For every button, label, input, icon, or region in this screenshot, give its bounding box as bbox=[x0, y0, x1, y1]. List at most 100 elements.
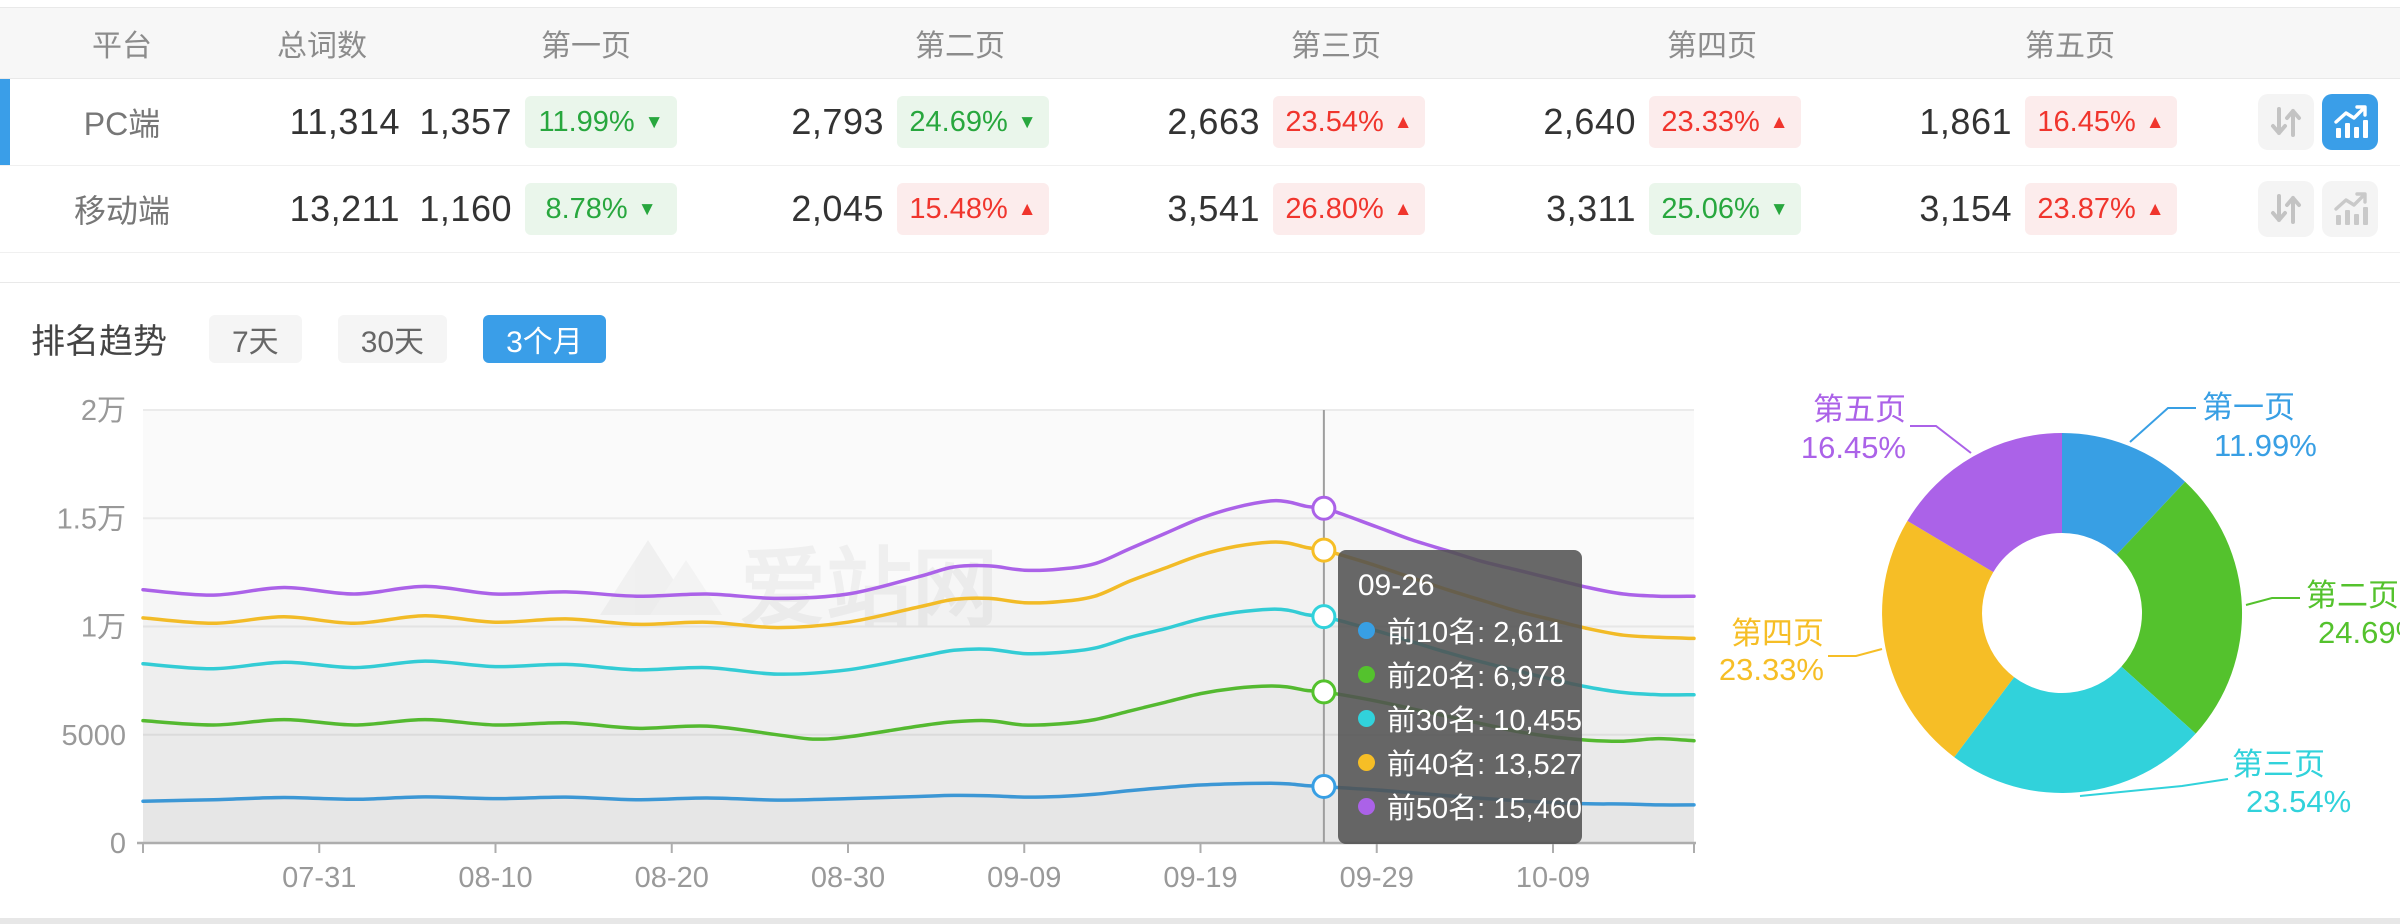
rank-table: 平台 总词数 第一页 第二页 第三页 第四页 第五页 PC端 11,314 1,3… bbox=[0, 7, 2400, 253]
page-count: 2,663 bbox=[1167, 101, 1260, 142]
y-axis-label: 1万 bbox=[81, 612, 126, 644]
page-bottom-edge bbox=[0, 918, 2400, 924]
col-header-page-5: 第五页 bbox=[2025, 30, 2115, 63]
table-row-pc[interactable]: PC端 11,314 1,357 11.99% ▼ 2,793 24.69% ▼ … bbox=[0, 79, 2400, 166]
trend-chart-icon bbox=[2334, 105, 2368, 138]
trend-chart-icon bbox=[2334, 192, 2368, 225]
change-badge: 16.45% ▲ bbox=[2025, 96, 2177, 148]
row-actions bbox=[2240, 181, 2400, 237]
trend-toolbar: 排名趋势 7天 30天 3个月 bbox=[31, 314, 642, 363]
page-count: 2,640 bbox=[1543, 101, 1636, 142]
page-3-cell: 2,663 23.54% ▲ bbox=[1148, 96, 1524, 148]
total-count: 11,314 bbox=[289, 101, 400, 142]
crosshair-marker bbox=[1311, 495, 1337, 521]
col-header-page-2: 第二页 bbox=[915, 30, 1005, 63]
page-count: 3,311 bbox=[1546, 188, 1636, 229]
tooltip-value: 前10名: 2,611 bbox=[1386, 617, 1564, 649]
sort-icon bbox=[2271, 107, 2301, 137]
donut-label-name: 第四页 bbox=[1731, 616, 1824, 651]
x-axis-label: 08-10 bbox=[458, 862, 532, 894]
page-count: 3,541 bbox=[1167, 188, 1260, 229]
donut-label-name: 第二页 bbox=[2306, 578, 2399, 613]
arrow-down-icon: ▼ bbox=[644, 111, 664, 133]
tooltip-value: 前50名: 15,460 bbox=[1386, 793, 1582, 825]
col-header-page-4: 第四页 bbox=[1667, 30, 1757, 63]
change-pct: 25.06% bbox=[1661, 192, 1760, 225]
x-axis-label: 10-09 bbox=[1516, 862, 1590, 894]
trend-chart-button[interactable] bbox=[2322, 181, 2378, 237]
tooltip-value: 前20名: 6,978 bbox=[1386, 661, 1566, 693]
arrow-up-icon: ▲ bbox=[2145, 111, 2165, 133]
trend-tab-0[interactable]: 7天 bbox=[209, 314, 302, 363]
tooltip-date: 09-26 bbox=[1357, 569, 1435, 602]
total-count-cell: 11,314 bbox=[244, 101, 400, 143]
total-count: 13,211 bbox=[289, 188, 400, 229]
trend-chart-button[interactable] bbox=[2322, 94, 2378, 150]
table-header-row: 平台 总词数 第一页 第二页 第三页 第四页 第五页 bbox=[0, 7, 2400, 79]
chart-tooltip: 09-26 前10名: 2,611 前20名: 6,978 前30名: 10,4… bbox=[1337, 550, 1582, 844]
x-axis-label: 09-29 bbox=[1340, 862, 1414, 894]
donut-slice-第四页[interactable] bbox=[1882, 520, 2015, 758]
change-pct: 23.54% bbox=[1285, 105, 1384, 138]
change-badge: 23.54% ▲ bbox=[1273, 96, 1425, 148]
donut-slice-第一页[interactable] bbox=[2062, 433, 2186, 555]
active-row-indicator bbox=[0, 79, 10, 165]
trend-tab-1[interactable]: 30天 bbox=[337, 314, 448, 363]
rank-trend-line-chart[interactable]: 爱站网 0 5000 1万 1.5万 2万 07-31 08-10 08-20 08-30 09-0… bbox=[0, 380, 1760, 924]
change-badge: 8.78% ▼ bbox=[525, 183, 677, 235]
change-pct: 23.33% bbox=[1661, 105, 1760, 138]
donut-slice-第二页[interactable] bbox=[2116, 481, 2243, 734]
page-count: 1,861 bbox=[1919, 101, 2012, 142]
platform-cell: PC端 bbox=[83, 106, 161, 142]
donut-slice-第五页[interactable] bbox=[1907, 433, 2062, 573]
crosshair-marker bbox=[1311, 604, 1337, 630]
x-axis-label: 09-09 bbox=[987, 862, 1061, 894]
tooltip-value: 前30名: 10,455 bbox=[1386, 705, 1582, 737]
donut-label-pct: 23.54% bbox=[2246, 784, 2351, 819]
tooltip-item: 前30名: 10,455 bbox=[1357, 696, 1582, 740]
x-axis-label: 08-20 bbox=[635, 862, 709, 894]
x-axis-label: 08-30 bbox=[811, 862, 885, 894]
page-1-cell: 1,357 11.99% ▼ bbox=[400, 96, 772, 148]
page-3-cell: 3,541 26.80% ▲ bbox=[1148, 183, 1524, 235]
row-actions bbox=[2240, 94, 2400, 150]
change-pct: 23.87% bbox=[2037, 192, 2136, 225]
tooltip-item: 前20名: 6,978 bbox=[1357, 652, 1566, 696]
donut-label-name: 第三页 bbox=[2232, 747, 2325, 782]
page-2-cell: 2,793 24.69% ▼ bbox=[772, 96, 1148, 148]
sort-button[interactable] bbox=[2258, 181, 2314, 237]
page-4-cell: 3,311 25.06% ▼ bbox=[1524, 183, 1900, 235]
change-pct: 16.45% bbox=[2037, 105, 2136, 138]
trend-tab-2[interactable]: 3个月 bbox=[483, 314, 606, 363]
donut-label-pct: 11.99% bbox=[2214, 428, 2317, 463]
y-axis-label: 5000 bbox=[61, 720, 126, 752]
col-header-page-3: 第三页 bbox=[1291, 30, 1381, 63]
change-pct: 8.78% bbox=[545, 192, 628, 225]
y-axis-label: 1.5万 bbox=[57, 503, 126, 535]
donut-leader-line bbox=[2129, 407, 2196, 443]
sort-button[interactable] bbox=[2258, 94, 2314, 150]
platform-cell: 移动端 bbox=[73, 193, 170, 229]
sort-icon bbox=[2271, 194, 2301, 224]
series-dot-icon bbox=[1357, 797, 1375, 815]
donut-label-pct: 23.33% bbox=[1719, 652, 1824, 687]
change-badge: 24.69% ▼ bbox=[897, 96, 1049, 148]
table-row-mobile[interactable]: 移动端 13,211 1,160 8.78% ▼ 2,045 15.48% ▲ 3… bbox=[0, 166, 2400, 253]
crosshair-marker bbox=[1311, 537, 1337, 563]
tooltip-value: 前40名: 13,527 bbox=[1386, 749, 1582, 781]
page-count: 1,357 bbox=[419, 101, 512, 142]
series-dot-icon bbox=[1357, 753, 1375, 771]
crosshair-marker bbox=[1311, 773, 1337, 799]
donut-leader-line bbox=[1910, 425, 1972, 454]
arrow-up-icon: ▲ bbox=[1393, 198, 1413, 220]
section-divider bbox=[0, 282, 2400, 283]
change-badge: 11.99% ▼ bbox=[525, 96, 677, 148]
page-1-cell: 1,160 8.78% ▼ bbox=[400, 183, 772, 235]
page-5-cell: 3,154 23.87% ▲ bbox=[1900, 183, 2240, 235]
change-badge: 23.33% ▲ bbox=[1649, 96, 1801, 148]
arrow-up-icon: ▲ bbox=[1393, 111, 1413, 133]
donut-slice-第三页[interactable] bbox=[1954, 666, 2196, 794]
donut-label-name: 第五页 bbox=[1813, 392, 1906, 427]
